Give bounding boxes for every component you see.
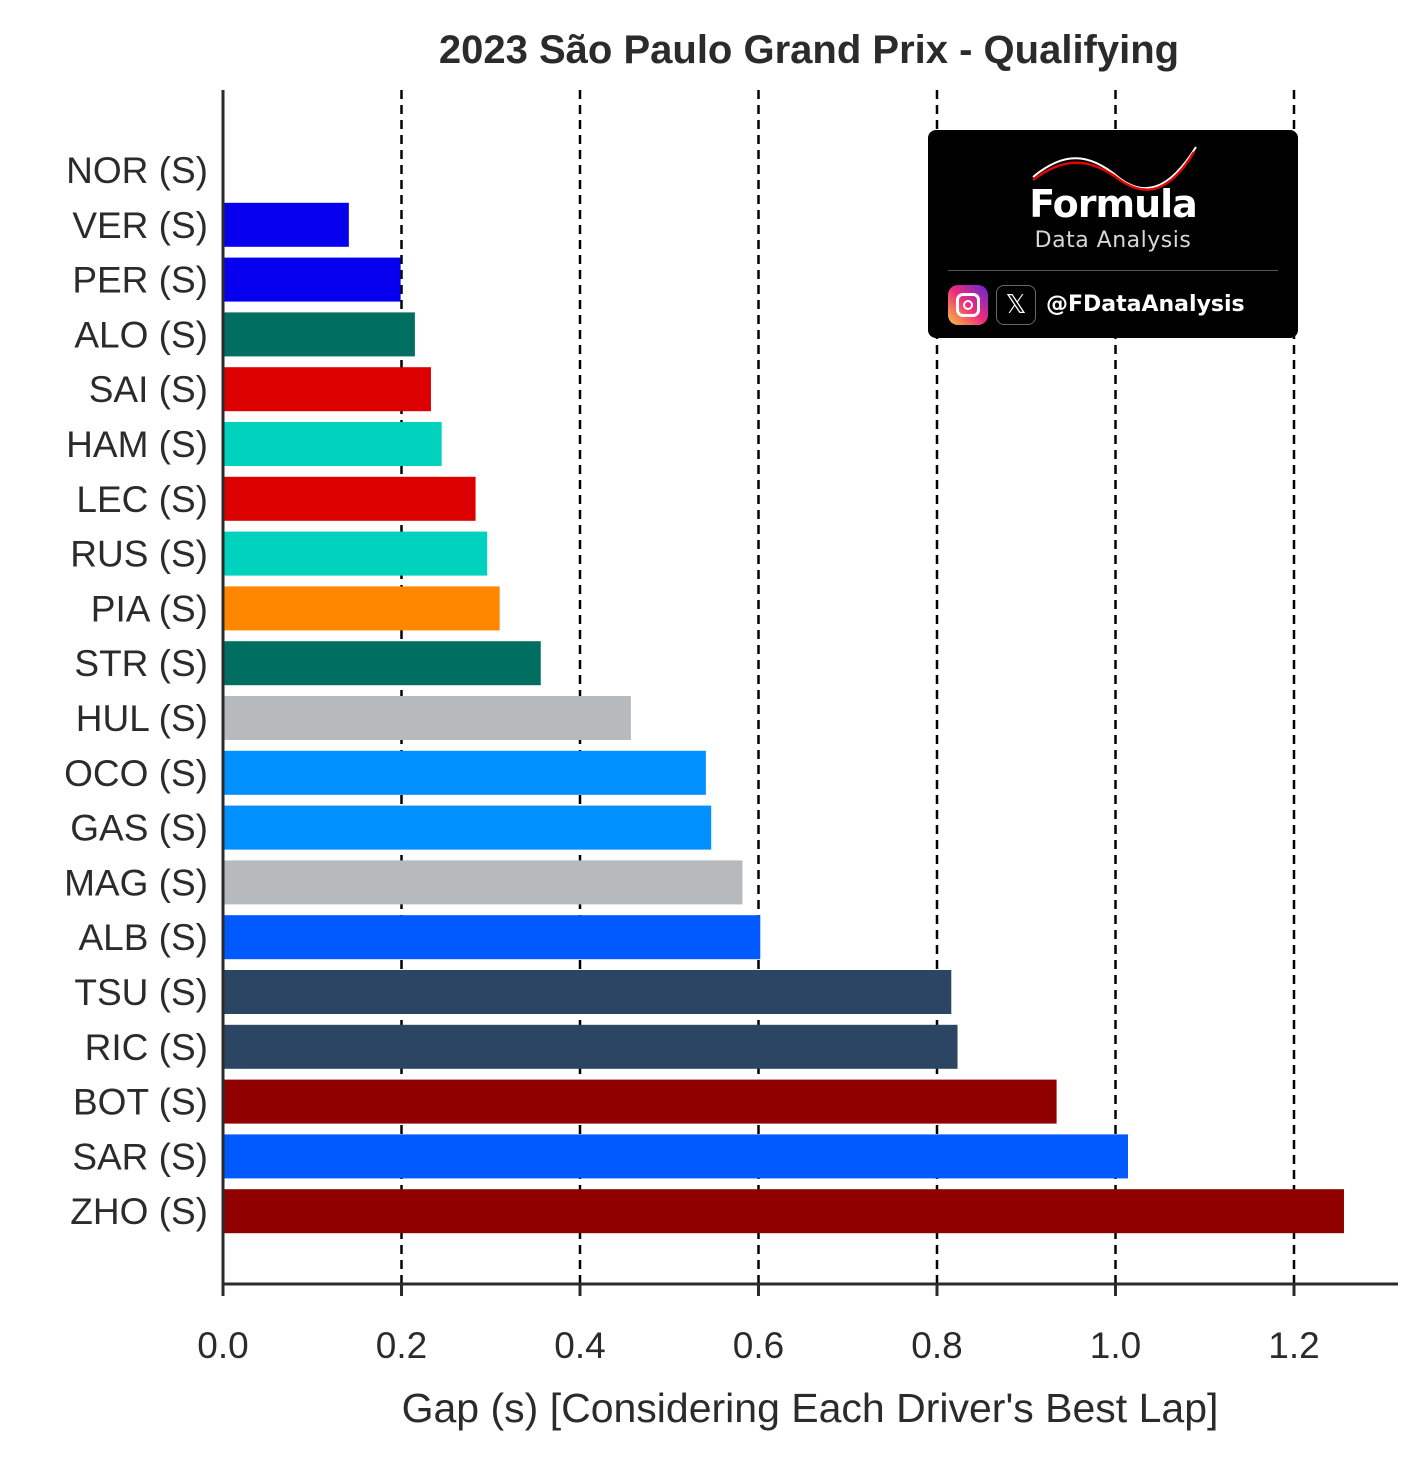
y-tick-label: OCO (S) [64,753,208,794]
y-tick-label: NOR (S) [66,150,208,191]
bar [223,202,349,247]
bar [223,915,761,960]
axes [221,90,1398,1286]
social-handle: @FDataAnalysis [1046,292,1245,317]
bar [223,1024,958,1069]
bar [223,1189,1344,1234]
y-tick-label: HAM (S) [66,424,208,465]
y-tick-label: PER (S) [72,260,208,301]
x-tick-label: 1.0 [1090,1325,1141,1366]
bar [223,970,952,1014]
bar [223,531,488,576]
bar [223,586,500,631]
bar [223,696,631,740]
y-tick-label: GAS (S) [70,808,208,849]
swoosh-icon [1032,146,1197,191]
x-icon: 𝕏 [996,285,1036,325]
bar [223,1079,1057,1124]
bar [223,805,712,850]
x-tick-label: 0.6 [733,1325,784,1366]
chart-title: 2023 São Paulo Grand Prix - Qualifying [439,28,1179,72]
y-tick-label: SAR (S) [72,1136,208,1177]
y-tick-label: ZHO (S) [70,1191,208,1232]
y-tick-label: LEC (S) [76,479,208,520]
bar [223,476,476,521]
y-tick-label: ALB (S) [78,917,208,958]
y-tick-label: BOT (S) [73,1082,208,1123]
x-tick-label: 0.8 [911,1325,962,1366]
bars [223,202,1344,1234]
logo-subtitle: Data Analysis [1034,228,1192,253]
y-tick-label: ALO (S) [74,314,208,355]
bar [223,367,431,412]
y-tick-label: PIA (S) [91,588,208,629]
y-tick-label: TSU (S) [74,972,208,1013]
y-tick-label: VER (S) [72,205,208,246]
instagram-icon [948,285,988,325]
bar [223,422,442,466]
y-tick-label: RIC (S) [85,1027,208,1068]
y-tick-label: SAI (S) [89,369,208,410]
logo-name: Formula [1029,182,1198,226]
y-tick-label: MAG (S) [64,862,208,903]
bar [223,257,401,302]
bar [223,312,415,357]
y-tick-label: STR (S) [74,643,208,684]
y-tick-label: RUS (S) [70,534,208,575]
logo-divider [948,270,1278,271]
y-tick-label: HUL (S) [76,698,208,739]
x-axis-label: Gap (s) [Considering Each Driver's Best … [402,1385,1219,1431]
x-tick-labels: 0.0 0.2 0.4 0.6 0.8 1.0 1.2 [197,1284,1320,1366]
bar [223,1134,1128,1179]
y-tick-labels: NOR (S) VER (S) PER (S) ALO (S) SAI (S) HAM (… [64,150,208,1232]
bar [223,860,743,905]
x-tick-label: 1.2 [1268,1325,1319,1366]
brand-logo: Formula Data Analysis 𝕏 @FDataAnalysis [928,130,1298,338]
x-tick-label: 0.0 [197,1325,248,1366]
x-tick-label: 0.2 [376,1325,427,1366]
bar [223,750,706,795]
x-tick-label: 0.4 [554,1325,605,1366]
bar [223,641,541,686]
